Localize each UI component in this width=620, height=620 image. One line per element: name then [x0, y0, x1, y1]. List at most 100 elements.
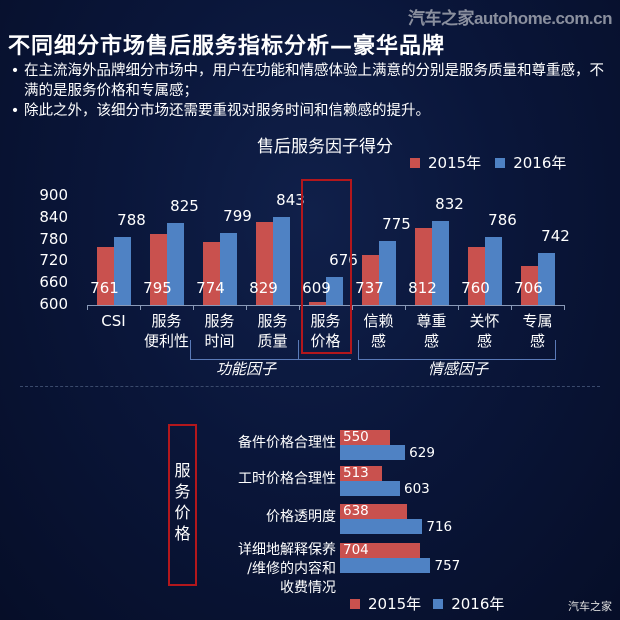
- hbar-2016: [340, 558, 431, 573]
- hvalue-label-2015: 704: [343, 542, 369, 558]
- legend-label-2016: 2016年: [513, 154, 567, 172]
- bar-2015: [149, 234, 167, 305]
- x-axis-tick: [405, 305, 406, 310]
- bar-2016: [431, 220, 449, 305]
- hcategory-label: 价格透明度: [266, 508, 336, 527]
- value-label-2015: 812: [408, 279, 437, 297]
- y-tick-label: 900: [39, 186, 68, 204]
- hbar-2015: [340, 466, 383, 481]
- bar-2015: [96, 246, 114, 305]
- category-label-line: 服务: [151, 312, 182, 330]
- category-label-line: 感: [529, 332, 545, 350]
- category-label: 专属感: [511, 311, 564, 351]
- group-label-emotional: 情感因子: [427, 360, 488, 378]
- category-label-line: 感: [370, 332, 386, 350]
- hbar-2016: [340, 445, 406, 460]
- value-label-2015: 706: [514, 279, 543, 297]
- x-axis-tick: [87, 305, 88, 310]
- legend-swatch-2015: [350, 598, 360, 609]
- x-axis-tick: [299, 305, 300, 310]
- hcategory-label: 备件价格合理性: [238, 434, 336, 453]
- value-label-2015: 761: [90, 279, 119, 297]
- category-label-line: 服务: [204, 312, 235, 330]
- legend-label-2015: 2015年: [368, 595, 422, 613]
- hbar-2015: [340, 430, 390, 445]
- hchart-legend: 2015年 2016年: [350, 593, 504, 614]
- y-tick-label: 600: [39, 295, 68, 313]
- hcategory-label-line: 工时价格合理性: [238, 471, 336, 487]
- hvalue-label-2016: 629: [409, 445, 435, 461]
- legend-swatch-2016: [433, 598, 444, 609]
- hbar-2015: [340, 543, 420, 558]
- value-label-2015: 774: [196, 279, 225, 297]
- highlight-box-service-price: [301, 179, 352, 354]
- category-label: 服务 质量: [246, 311, 299, 351]
- bracket-functional-right: [190, 340, 299, 360]
- value-label-2016: 775: [382, 215, 411, 234]
- bar-2015: [467, 246, 485, 305]
- category-label-line: 时间: [204, 332, 235, 350]
- x-axis-tick: [246, 305, 247, 310]
- category-label: 服务 时间: [193, 311, 246, 351]
- value-label-2016: 788: [117, 210, 146, 229]
- value-label-2015: 829: [249, 279, 278, 297]
- y-tick-label: 840: [39, 207, 68, 226]
- category-label-line: 尊重: [416, 312, 447, 330]
- category-label-line: 质量: [257, 332, 288, 350]
- hvalue-label-2016: 757: [434, 558, 461, 574]
- legend-swatch-2015: [410, 157, 420, 168]
- divider: [20, 386, 600, 387]
- hchart-title-char: 服: [174, 461, 191, 480]
- bar-2016: [484, 237, 502, 305]
- category-label: 信赖感: [352, 311, 405, 351]
- watermark-bottom: 汽车之家: [568, 600, 612, 613]
- highlight-box-service-price: [168, 424, 197, 586]
- category-label: 关怀感: [458, 311, 511, 351]
- hvalue-label-2016: 716: [426, 519, 453, 535]
- hcategory-label: 工时价格合理性: [238, 470, 336, 489]
- hcategory-label: 详细地解释保养/维修的内容和 收费情况: [238, 541, 336, 598]
- category-label-line: CSI: [101, 312, 126, 330]
- category-label-line: 服务: [310, 312, 341, 330]
- hcategory-label-line: 备件价格合理性: [238, 435, 336, 451]
- hchart-title-char: 价: [174, 503, 191, 522]
- hbar-2016: [340, 519, 423, 534]
- category-label-line: 服务: [257, 312, 288, 330]
- bullet-list: • 在主流海外品牌细分市场中，用户在功能和情感体验上满意的分别是服务质量和尊重感，…: [6, 61, 616, 121]
- bullet-text: 在主流海外品牌细分市场中，用户在功能和情感体验上满意的分别是服务质量和尊重感，不…: [24, 63, 604, 99]
- value-label-2015: 737: [355, 279, 384, 297]
- category-label-line: 便利性: [143, 332, 189, 350]
- category-label-line: 信赖: [363, 312, 394, 330]
- bar-2016: [325, 277, 343, 305]
- bar-2015: [255, 221, 273, 305]
- bar-2016: [537, 253, 555, 305]
- category-label-line: 价格: [310, 332, 341, 350]
- page-title: 不同细分市场售后服务指标分析—豪华品牌: [8, 34, 446, 59]
- y-tick-label: 780: [39, 229, 68, 248]
- category-label-line: 专属: [522, 312, 553, 330]
- value-label-2015: 795: [143, 279, 172, 297]
- bullet-item: • 除此之外，该细分市场还需要重视对服务时间和信赖感的提升。: [10, 103, 430, 119]
- bar-2016: [166, 223, 184, 305]
- bar-2016: [272, 216, 290, 305]
- hbar-2016: [340, 481, 400, 496]
- y-tick-label: 660: [39, 273, 68, 292]
- watermark-top: 汽车之家autohome.com.cn: [408, 9, 612, 28]
- value-label-2016: 843: [276, 190, 305, 209]
- category-label-line: 感: [476, 332, 492, 350]
- hvalue-label-2016: 603: [403, 481, 430, 497]
- x-axis-line: [87, 305, 564, 306]
- hbar-2015: [340, 504, 407, 519]
- value-label-2015: 760: [461, 279, 490, 297]
- y-tick-label: 720: [39, 251, 68, 270]
- category-label: CSI: [87, 311, 140, 331]
- chart-legend: 2015年 2016年: [410, 152, 566, 173]
- hvalue-label-2015: 513: [343, 465, 369, 481]
- bar-2015: [308, 301, 326, 305]
- bullet-text: 除此之外，该细分市场还需要重视对服务时间和信赖感的提升。: [24, 103, 430, 119]
- x-axis-tick: [140, 305, 141, 310]
- bar-2015: [202, 241, 220, 305]
- category-label: 服务 便利性: [140, 311, 193, 351]
- category-label-line: 感: [423, 332, 439, 350]
